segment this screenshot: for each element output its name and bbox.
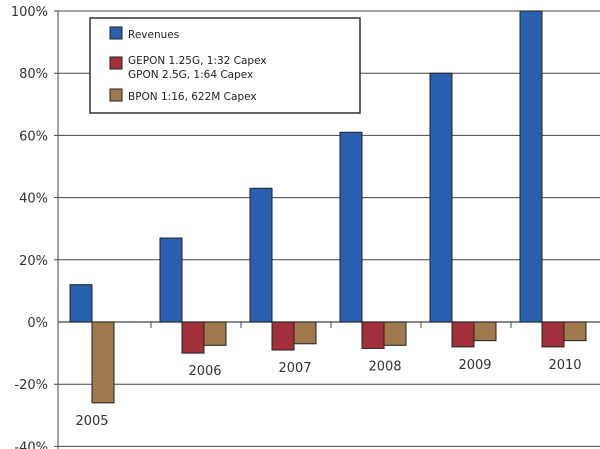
bar-2007-series-2 [293,321,317,345]
x-tick-label: 2007 [278,361,311,376]
x-tick-label: 2006 [188,364,221,379]
bar-2010-series-2 [563,321,587,342]
legend-swatch-revenues [109,26,123,40]
bar-2008-series-0 [339,131,363,323]
bar-2008-series-2 [383,321,407,346]
bar-2009-series-2 [473,321,497,342]
bar-2010-series-1 [541,321,565,348]
y-tick-label: 40% [19,192,48,207]
bar-2005-series-2 [91,321,115,404]
bar-2006-series-2 [203,321,227,346]
bar-2008-series-1 [361,321,385,349]
legend-label-bpon: BPON 1:16, 622M Capex [128,91,257,103]
bar-2007-series-1 [271,321,295,351]
y-tick-label: -20% [14,378,48,393]
y-tick-label: 0% [27,316,48,331]
y-tick-label: 100% [11,5,48,20]
x-tick-label: 2010 [548,358,581,373]
x-tick-label: 2005 [75,414,108,429]
legend-box [89,17,361,114]
bar-2006-series-0 [159,237,183,323]
bar-2009-series-1 [451,321,475,348]
y-axis-ticks: 100% 80% 60% 40% 20% 0% -20% -40% [11,5,48,449]
bar-2009-series-0 [429,72,453,323]
legend: Revenues GEPON 1.25G, 1:32 Capex GPON 2.… [89,17,361,114]
bar-2006-series-1 [181,321,205,354]
x-axis-labels: 2005 2006 2007 2008 2009 2010 [75,358,581,429]
bar-2010-series-0 [519,10,543,323]
legend-label-revenues: Revenues [128,29,179,41]
y-tick-label: 20% [19,254,48,269]
legend-swatch-gepon [109,56,123,70]
x-tick-label: 2009 [458,358,491,373]
legend-swatch-bpon [109,88,123,102]
bar-2005-series-0 [69,284,93,323]
y-tick-label: -40% [14,440,48,449]
y-tick-label: 80% [19,67,48,82]
y-tick-label: 60% [19,129,48,144]
x-tick-label: 2008 [368,359,401,374]
bar-2007-series-0 [249,187,273,323]
legend-label-gepon: GEPON 1.25G, 1:32 Capex [128,55,267,67]
bars [69,10,587,404]
legend-label-gpon: GPON 2.5G, 1:64 Capex [128,69,253,81]
